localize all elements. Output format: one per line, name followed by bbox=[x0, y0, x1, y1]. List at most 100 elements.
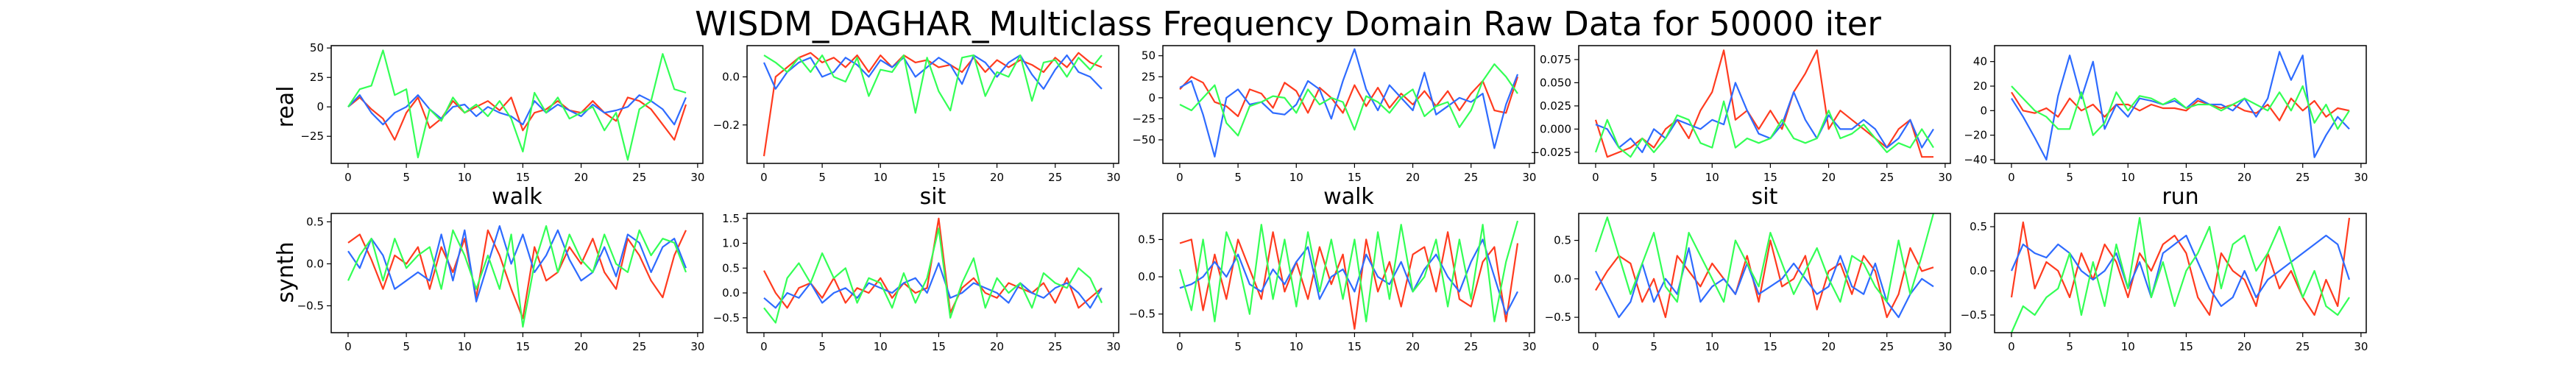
series-line-1 bbox=[1179, 76, 1519, 118]
x-tick-label: 10 bbox=[1289, 171, 1303, 184]
x-tick-label: 15 bbox=[932, 171, 946, 184]
axes-frame bbox=[1162, 213, 1535, 333]
x-tick-label: 15 bbox=[516, 171, 530, 184]
subplot-synth-4: 0 5 10 15 20 25 30 −0.5 0.0 0.5 bbox=[1545, 213, 1952, 353]
x-tick-label: 5 bbox=[1650, 171, 1657, 184]
series-line-2 bbox=[1595, 247, 1934, 319]
axes-frame bbox=[330, 45, 704, 164]
subplot-real-3: 0 5 10 15 20 25 30 −50 −25 0 25 50 walk bbox=[1132, 45, 1536, 210]
subplot-synth-2: 0 5 10 15 20 25 30 −0.5 0.0 0.5 1.0 1.5 bbox=[713, 212, 1121, 353]
series-line-1 bbox=[347, 96, 687, 141]
row-label-real: real bbox=[273, 86, 299, 128]
axes-frame bbox=[746, 213, 1119, 333]
x-tick-label: 25 bbox=[1464, 340, 1478, 353]
x-tick-label: 25 bbox=[632, 340, 646, 353]
series-line-3 bbox=[1179, 63, 1518, 137]
y-tick-label: 0 bbox=[316, 100, 324, 113]
x-tick-label: 25 bbox=[1880, 171, 1894, 184]
y-tick-label: 0.0 bbox=[722, 286, 740, 300]
series-line-3 bbox=[347, 225, 687, 328]
series-line-2 bbox=[1179, 48, 1519, 158]
y-tick-label: 1.0 bbox=[722, 237, 740, 250]
series-line-3 bbox=[347, 49, 687, 161]
x-tick-label: 0 bbox=[1176, 171, 1183, 184]
y-tick-label: −0.5 bbox=[1129, 308, 1156, 321]
x-tick-label: 0 bbox=[2008, 171, 2015, 184]
x-tick-label: 5 bbox=[818, 340, 826, 353]
x-tick-label: 25 bbox=[1048, 171, 1062, 184]
series-line-2 bbox=[347, 94, 687, 126]
series-line-3 bbox=[763, 227, 1103, 324]
series-line-1 bbox=[1595, 239, 1934, 319]
x-tick-label: 30 bbox=[2354, 340, 2368, 353]
x-tick-label: 0 bbox=[1592, 171, 1599, 184]
y-tick-label: 25 bbox=[310, 71, 324, 84]
x-tick-label: 15 bbox=[1348, 340, 1362, 353]
series-line-1 bbox=[762, 52, 1103, 157]
y-tick-label: 0.5 bbox=[1970, 220, 1987, 233]
y-tick-label: −0.5 bbox=[297, 299, 324, 312]
x-tick-label: 10 bbox=[458, 340, 472, 353]
x-tick-label: 10 bbox=[874, 340, 888, 353]
column-label: sit bbox=[920, 184, 946, 210]
y-tick-label: 25 bbox=[1142, 70, 1156, 83]
x-tick-label: 30 bbox=[1938, 171, 1952, 184]
y-tick-label: −25 bbox=[300, 130, 324, 143]
y-tick-label: 0.025 bbox=[1540, 99, 1571, 113]
x-tick-label: 30 bbox=[1522, 171, 1536, 184]
y-tick-label: 0.0 bbox=[1138, 270, 1156, 283]
x-tick-label: 15 bbox=[1348, 171, 1362, 184]
x-tick-label: 15 bbox=[1763, 171, 1777, 184]
x-tick-label: 0 bbox=[760, 340, 768, 353]
column-label: walk bbox=[492, 184, 542, 210]
x-tick-label: 20 bbox=[2237, 171, 2251, 184]
series-line-1 bbox=[2010, 217, 2351, 316]
x-tick-label: 20 bbox=[1406, 340, 1420, 353]
x-tick-label: 15 bbox=[1763, 340, 1777, 353]
y-tick-label: 20 bbox=[1973, 79, 1987, 93]
x-tick-label: 5 bbox=[2066, 171, 2073, 184]
subplot-synth-3: 0 5 10 15 20 25 30 −0.5 0.0 0.5 bbox=[1129, 213, 1536, 353]
column-label: sit bbox=[1752, 184, 1778, 210]
y-tick-label: 0.5 bbox=[1554, 234, 1571, 247]
x-tick-label: 25 bbox=[1048, 340, 1062, 353]
y-tick-label: 0.0 bbox=[722, 70, 740, 83]
y-tick-label: −0.5 bbox=[1545, 311, 1571, 324]
x-tick-label: 5 bbox=[403, 340, 410, 353]
x-tick-label: 0 bbox=[1176, 340, 1183, 353]
axes-frame bbox=[1578, 213, 1951, 333]
y-tick-label: 0.050 bbox=[1540, 76, 1571, 89]
subplot-real-1: 0 5 10 15 20 25 30 −25 0 25 50 walk bbox=[300, 41, 704, 210]
y-tick-label: 50 bbox=[310, 41, 324, 54]
y-tick-label: 0.0 bbox=[306, 257, 324, 270]
x-tick-label: 10 bbox=[2121, 171, 2135, 184]
x-tick-label: 25 bbox=[632, 171, 646, 184]
subplot-real-2: 0 5 10 15 20 25 30 −0.2 0.0 sit bbox=[713, 45, 1120, 210]
x-tick-label: 20 bbox=[990, 171, 1004, 184]
x-tick-label: 25 bbox=[1880, 340, 1894, 353]
x-tick-label: 10 bbox=[1705, 171, 1719, 184]
y-tick-label: 0.5 bbox=[1138, 233, 1156, 246]
y-tick-label: 0.5 bbox=[722, 261, 740, 275]
column-label: walk bbox=[1323, 184, 1374, 210]
row-label-synth: synth bbox=[273, 241, 299, 302]
series-line-2 bbox=[2010, 234, 2351, 308]
x-tick-label: 0 bbox=[760, 171, 768, 184]
x-tick-label: 30 bbox=[2354, 171, 2368, 184]
subplot-synth-5: 0 5 10 15 20 25 30 −0.5 0.0 0.5 bbox=[1961, 213, 2368, 353]
series-line-2 bbox=[762, 54, 1103, 90]
x-tick-label: 15 bbox=[2179, 171, 2193, 184]
y-tick-label: −0.025 bbox=[1530, 146, 1571, 159]
axes-frame bbox=[746, 45, 1119, 164]
subplot-real-4: 0 5 10 15 20 25 30 −0.025 0.000 0.025 0.050 0.075 si… bbox=[1530, 45, 1952, 210]
y-tick-label: 0 bbox=[1148, 91, 1156, 105]
y-tick-label: 0.0 bbox=[1554, 272, 1571, 286]
figure-title: WISDM_DAGHAR_Multiclass Frequency Domain… bbox=[695, 4, 1881, 43]
x-tick-label: 10 bbox=[1705, 340, 1719, 353]
x-tick-label: 0 bbox=[2008, 340, 2015, 353]
series-line-2 bbox=[763, 262, 1103, 309]
y-tick-label: 0.5 bbox=[306, 215, 324, 228]
x-tick-label: 0 bbox=[1592, 340, 1599, 353]
x-tick-label: 20 bbox=[1822, 340, 1836, 353]
